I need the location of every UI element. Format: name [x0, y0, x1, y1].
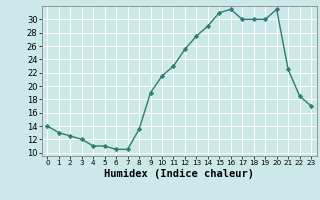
X-axis label: Humidex (Indice chaleur): Humidex (Indice chaleur): [104, 169, 254, 179]
